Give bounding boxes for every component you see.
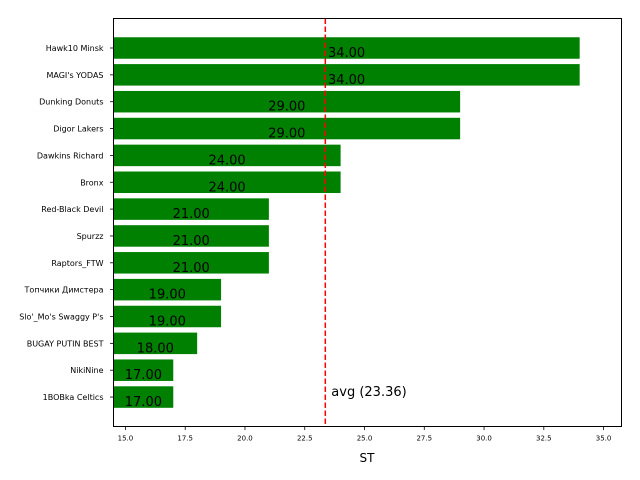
x-tick-label: 32.5 bbox=[536, 435, 552, 443]
category-label: Raptors_FTW bbox=[51, 259, 103, 268]
x-tick-label: 25.0 bbox=[357, 435, 373, 443]
x-tick-label: 30.0 bbox=[476, 435, 492, 443]
x-tick-label: 27.5 bbox=[416, 435, 432, 443]
bars-group bbox=[113, 37, 580, 408]
x-tick-label: 20.0 bbox=[237, 435, 253, 443]
value-label: 34.00 bbox=[328, 73, 365, 88]
value-label: 21.00 bbox=[173, 261, 210, 276]
bar bbox=[113, 64, 580, 86]
category-label: Digor Lakers bbox=[53, 125, 103, 134]
bar bbox=[113, 171, 341, 193]
plot-area bbox=[113, 18, 622, 427]
x-tick-label: 22.5 bbox=[297, 435, 313, 443]
bar bbox=[113, 198, 269, 220]
x-tick-label: 35.0 bbox=[596, 435, 612, 443]
bar bbox=[113, 252, 269, 274]
category-label: Dunking Donuts bbox=[39, 98, 103, 107]
value-label: 21.00 bbox=[173, 234, 210, 249]
value-labels-group: 34.00 34.00 29.00 29.00 24.00 24.00 21.00 21.00… bbox=[125, 46, 365, 410]
value-label: 18.00 bbox=[137, 341, 174, 356]
value-label: 29.00 bbox=[268, 100, 305, 115]
category-label: MAGI's YODAS bbox=[46, 71, 103, 80]
category-label: Bronx bbox=[80, 178, 104, 187]
bar bbox=[113, 278, 222, 301]
value-label: 17.00 bbox=[125, 368, 162, 383]
value-label: 17.00 bbox=[125, 395, 162, 410]
category-label: Red-Black Devil bbox=[41, 205, 103, 214]
x-ticks-group: 15.0 17.5 20.0 22.5 25.0 27.5 30.0 32.5 35.0 bbox=[118, 426, 612, 443]
value-label: 24.00 bbox=[208, 180, 245, 195]
value-label: 19.00 bbox=[149, 315, 186, 330]
value-label: 34.00 bbox=[328, 46, 365, 61]
bar bbox=[113, 117, 461, 140]
value-label: 29.00 bbox=[268, 127, 305, 142]
category-label: Hawk10 Minsk bbox=[46, 44, 104, 53]
bar bbox=[113, 386, 174, 408]
bar bbox=[113, 37, 580, 59]
category-labels-group: Hawk10 Minsk MAGI's YODAS Dunking Donuts Di… bbox=[19, 44, 114, 402]
value-label: 21.00 bbox=[173, 207, 210, 222]
x-tick-label: 17.5 bbox=[177, 435, 193, 443]
category-label: NikiNine bbox=[70, 366, 103, 375]
category-label: 1BOBka Celtics bbox=[43, 393, 104, 402]
category-label: BUGAY PUTIN BEST bbox=[27, 339, 104, 348]
bar bbox=[113, 90, 461, 113]
bar bbox=[113, 305, 222, 328]
category-label: Spurzz bbox=[77, 232, 104, 241]
category-label: Dawkins Richard bbox=[37, 151, 104, 160]
bar bbox=[113, 359, 174, 381]
bar bbox=[113, 225, 269, 247]
x-axis-title: ST bbox=[360, 451, 376, 465]
category-label: Топчики Димстера bbox=[24, 286, 104, 295]
value-label: 24.00 bbox=[208, 153, 245, 168]
value-label: 19.00 bbox=[149, 288, 186, 303]
x-tick-label: 15.0 bbox=[118, 435, 134, 443]
bar bbox=[113, 144, 341, 167]
average-label: avg (23.36) bbox=[331, 385, 406, 400]
plot-frame bbox=[113, 18, 622, 427]
bar bbox=[113, 332, 198, 355]
category-label: Slo'_Mo's Swaggy P's bbox=[19, 313, 103, 322]
